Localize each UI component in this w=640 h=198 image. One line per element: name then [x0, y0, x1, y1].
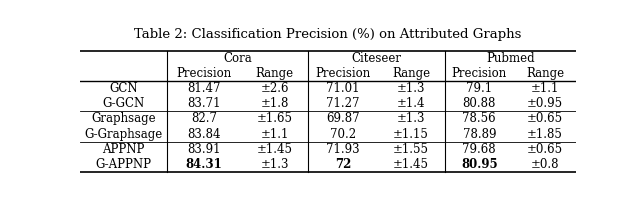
Text: 72: 72	[335, 158, 351, 171]
Text: 79.1: 79.1	[466, 82, 492, 95]
Text: ±1.3: ±1.3	[397, 112, 426, 126]
Text: Range: Range	[392, 67, 430, 80]
Text: ±1.15: ±1.15	[393, 128, 429, 141]
Text: 79.68: 79.68	[463, 143, 496, 156]
Text: ±1.65: ±1.65	[257, 112, 292, 126]
Text: ±1.1: ±1.1	[260, 128, 289, 141]
Text: ±1.3: ±1.3	[397, 82, 426, 95]
Text: Precision: Precision	[452, 67, 507, 80]
Text: 83.71: 83.71	[188, 97, 221, 110]
Text: G-GCN: G-GCN	[102, 97, 145, 110]
Text: 71.93: 71.93	[326, 143, 360, 156]
Text: 81.47: 81.47	[188, 82, 221, 95]
Text: Precision: Precision	[316, 67, 371, 80]
Text: ±1.3: ±1.3	[260, 158, 289, 171]
Text: ±0.95: ±0.95	[527, 97, 563, 110]
Text: 82.7: 82.7	[191, 112, 217, 126]
Text: 78.89: 78.89	[463, 128, 496, 141]
Text: 80.88: 80.88	[463, 97, 496, 110]
Text: Pubmed: Pubmed	[486, 52, 534, 65]
Text: G-APPNP: G-APPNP	[95, 158, 152, 171]
Text: G-Graphsage: G-Graphsage	[84, 128, 163, 141]
Text: ±1.45: ±1.45	[393, 158, 429, 171]
Text: APPNP: APPNP	[102, 143, 145, 156]
Text: Citeseer: Citeseer	[351, 52, 401, 65]
Text: 80.95: 80.95	[461, 158, 497, 171]
Text: Range: Range	[526, 67, 564, 80]
Text: 84.31: 84.31	[186, 158, 222, 171]
Text: ±0.65: ±0.65	[527, 143, 563, 156]
Text: ±1.85: ±1.85	[527, 128, 563, 141]
Text: ±1.8: ±1.8	[260, 97, 289, 110]
Text: 71.01: 71.01	[326, 82, 360, 95]
Text: Cora: Cora	[223, 52, 252, 65]
Text: 83.91: 83.91	[188, 143, 221, 156]
Text: 70.2: 70.2	[330, 128, 356, 141]
Text: Range: Range	[255, 67, 294, 80]
Text: ±1.1: ±1.1	[531, 82, 559, 95]
Text: GCN: GCN	[109, 82, 138, 95]
Text: Precision: Precision	[177, 67, 232, 80]
Text: 71.27: 71.27	[326, 97, 360, 110]
Text: ±1.55: ±1.55	[393, 143, 429, 156]
Text: ±0.65: ±0.65	[527, 112, 563, 126]
Text: Graphsage: Graphsage	[91, 112, 156, 126]
Text: 69.87: 69.87	[326, 112, 360, 126]
Text: ±2.6: ±2.6	[260, 82, 289, 95]
Text: 78.56: 78.56	[463, 112, 496, 126]
Text: ±0.8: ±0.8	[531, 158, 559, 171]
Text: 83.84: 83.84	[188, 128, 221, 141]
Text: ±1.4: ±1.4	[397, 97, 426, 110]
Text: Table 2: Classification Precision (%) on Attributed Graphs: Table 2: Classification Precision (%) on…	[134, 28, 522, 41]
Text: ±1.45: ±1.45	[257, 143, 292, 156]
